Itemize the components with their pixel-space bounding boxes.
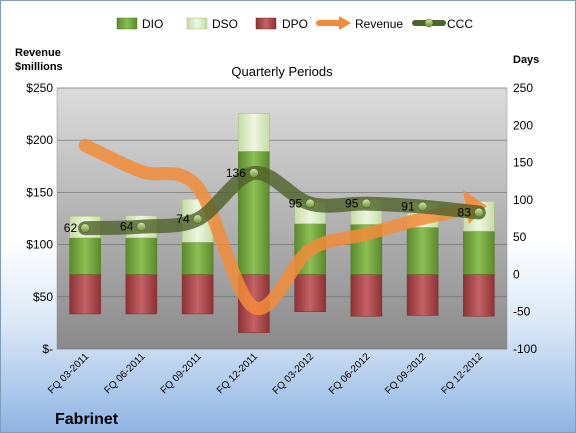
left-axis-label-line1: Revenue — [15, 47, 61, 59]
right-axis-label: Days — [513, 54, 539, 66]
ccc-data-label: 95 — [345, 197, 359, 211]
left-tick-label: $100 — [26, 238, 53, 252]
x-tick-label: FQ 09-2012 — [383, 351, 429, 397]
legend-label-revenue: Revenue — [355, 17, 403, 31]
ccc-point — [192, 214, 203, 225]
bar-dio — [69, 237, 101, 275]
x-tick-label: FQ 09-2011 — [159, 351, 204, 396]
bar-dpo — [181, 274, 214, 315]
legend-label-ccc: CCC — [447, 17, 473, 31]
left-axis-ticks: $- $50 $100 $150 $200 $250 — [26, 81, 53, 356]
right-tick-label: -50 — [513, 305, 531, 319]
data-labels: 62 64 74 136 95 95 91 83 — [64, 166, 471, 235]
bar-dpo — [463, 274, 495, 317]
left-tick-label: $150 — [26, 185, 53, 199]
bar-dso — [238, 113, 270, 152]
ccc-data-label: 83 — [458, 206, 472, 220]
ccc-data-label: 95 — [289, 197, 303, 211]
ccc-data-label: 136 — [226, 166, 246, 180]
x-tick-label: FQ 03-2011 — [46, 351, 91, 396]
ccc-point — [136, 221, 147, 232]
lines — [78, 138, 487, 315]
left-tick-label: $- — [42, 342, 53, 356]
ccc-data-label: 91 — [401, 200, 415, 214]
bar-dpo — [294, 274, 326, 312]
legend-swatch-dso — [186, 17, 208, 30]
right-tick-label: 150 — [513, 156, 533, 170]
bar-dpo — [69, 274, 101, 315]
bar-dpo — [350, 274, 383, 317]
right-tick-label: 200 — [513, 118, 533, 132]
x-tick-label: FQ 12-2011 — [215, 351, 260, 396]
ccc-line — [78, 166, 486, 236]
ccc-point — [474, 207, 484, 218]
legend: DIO DSO DPO Revenue CCC — [116, 16, 473, 31]
bar-dio — [181, 242, 214, 275]
right-tick-label: 100 — [513, 193, 533, 207]
ccc-point — [80, 223, 90, 233]
x-tick-label: FQ 06-2012 — [327, 351, 373, 397]
legend-swatch-dpo — [255, 17, 277, 30]
x-tick-label: FQ 12-2012 — [439, 351, 485, 397]
right-tick-label: 250 — [513, 81, 533, 95]
right-tick-label: 0 — [513, 267, 520, 281]
legend-swatch-dio — [116, 17, 138, 30]
left-tick-label: $200 — [26, 133, 53, 147]
legend-label-dso: DSO — [212, 17, 238, 31]
legend-label-dpo: DPO — [282, 17, 308, 31]
bar-dpo — [125, 274, 158, 315]
ccc-data-label: 74 — [176, 212, 190, 226]
ccc-point — [361, 198, 372, 209]
legend-swatch-ccc — [412, 18, 446, 28]
bar-dio — [406, 227, 439, 275]
right-axis-ticks: -100 -50 0 50 100 150 200 250 — [513, 81, 537, 356]
x-tick-label: FQ 03-2012 — [271, 351, 317, 397]
x-tick-label: FQ 06-2011 — [103, 351, 148, 396]
ccc-point — [305, 198, 315, 209]
bar-dio — [463, 230, 495, 275]
ccc-point — [417, 201, 428, 212]
right-tick-label: 50 — [513, 230, 527, 244]
left-tick-label: $250 — [26, 81, 53, 95]
company-name: Fabrinet — [55, 411, 119, 428]
legend-swatch-revenue — [316, 16, 351, 30]
ccc-data-label: 62 — [64, 221, 78, 235]
ccc-point — [249, 168, 259, 178]
left-axis-label-line2: $millions — [15, 61, 63, 73]
chart-title: Quarterly Periods — [231, 64, 333, 79]
x-axis-ticks: FQ 03-2011 FQ 06-2011 FQ 09-2011 FQ 12-2011… — [46, 351, 485, 397]
ccc-data-label: 64 — [120, 220, 134, 234]
legend-label-dio: DIO — [142, 17, 163, 31]
bar-dpo — [406, 274, 439, 316]
revenue-line — [78, 138, 474, 315]
bar-dio — [125, 237, 158, 275]
left-tick-label: $50 — [33, 290, 53, 304]
right-tick-label: -100 — [513, 342, 537, 356]
